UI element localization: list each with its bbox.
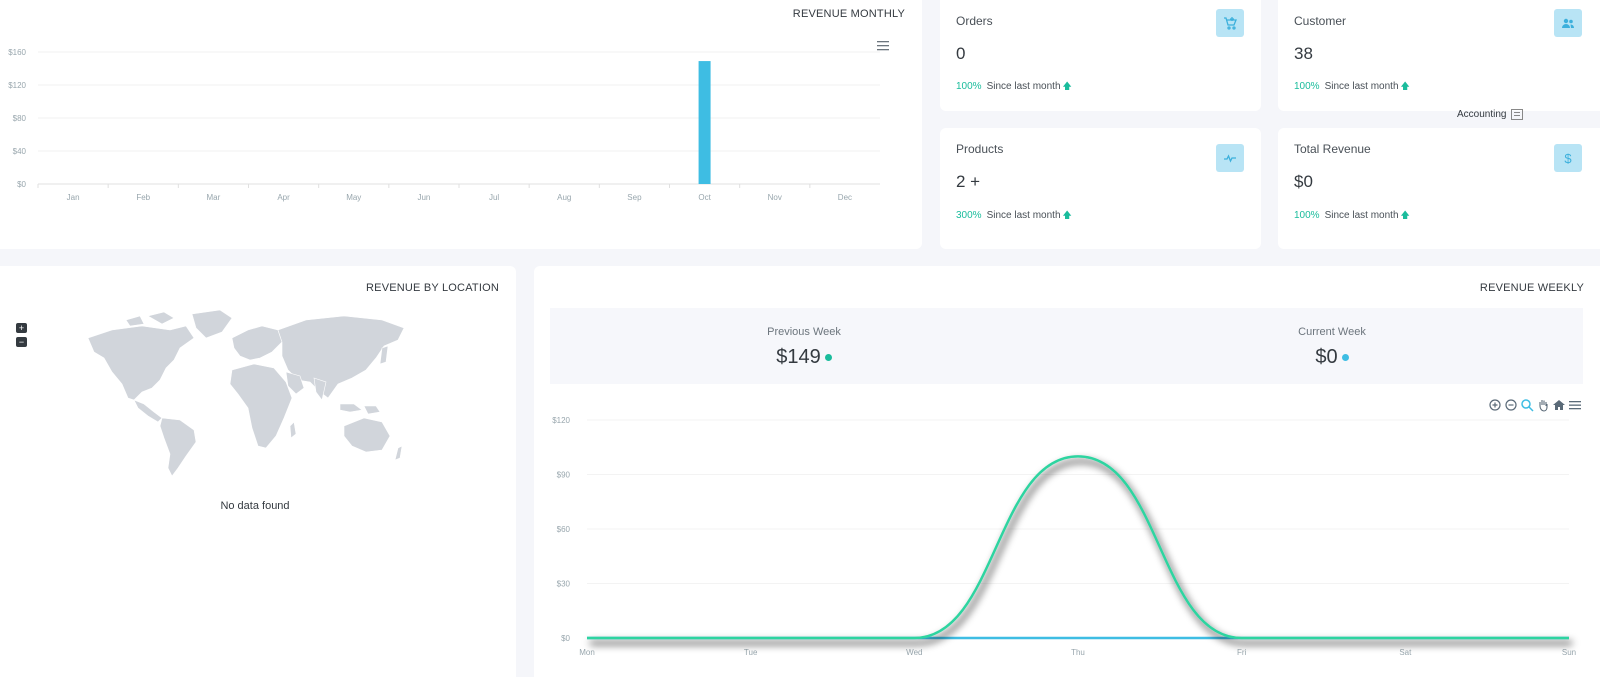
world-map — [87, 309, 405, 477]
revenue-monthly-chart: $0 $40 $80 $120 $160 Jan Feb Mar Apr May Jun Jul Aug… — [8, 48, 880, 202]
cart-icon — [1216, 9, 1244, 37]
y-tick-label: $120 — [8, 81, 26, 90]
x-tick-label: Jul — [489, 193, 499, 202]
revenue-pct: 100% — [1294, 210, 1320, 221]
pan-icon[interactable] — [1536, 398, 1550, 412]
previous-week-amount: $149 — [776, 346, 821, 368]
total-revenue-card: Total Revenue $0 100% Since last month 🡅 $ — [1278, 128, 1600, 249]
y-tick-label: $80 — [13, 114, 27, 123]
previous-week-label: Previous Week — [767, 326, 841, 338]
map-zoom-out-button[interactable]: − — [16, 337, 27, 347]
orders-since: Since last month — [986, 81, 1061, 92]
revenue-weekly-card: REVENUE WEEKLY Previous Week $149 Curren… — [534, 266, 1600, 677]
x-tick-label: Nov — [768, 193, 782, 202]
products-card: Products 2 + 300% Since last month 🡅 — [940, 128, 1261, 249]
arrow-up-icon: 🡅 — [1062, 210, 1072, 220]
orders-pct: 100% — [956, 81, 982, 92]
current-week-amount: $0 — [1315, 346, 1338, 368]
x-tick-label: Mar — [207, 193, 221, 202]
revenue-monthly-card: REVENUE MONTHLY $0 $40 $80 $120 $160 Jan Feb Ma… — [0, 0, 922, 249]
chart-toolbar — [1488, 398, 1582, 412]
chart-menu-icon[interactable] — [877, 38, 889, 51]
x-tick-label: Feb — [136, 193, 150, 202]
accounting-icon — [1511, 109, 1524, 120]
y-tick-label: $90 — [557, 471, 571, 480]
customer-value: 38 — [1294, 44, 1313, 63]
menu-icon[interactable] — [1568, 398, 1582, 412]
y-tick-label: $160 — [8, 48, 26, 57]
y-tick-label: $30 — [557, 580, 571, 589]
revenue-weekly-title: REVENUE WEEKLY — [1479, 282, 1584, 294]
revenue-since: Since last month — [1324, 210, 1399, 221]
arrow-up-icon: 🡅 — [1400, 210, 1410, 220]
x-tick-label: Apr — [277, 193, 290, 202]
previous-week-value: $149 — [704, 346, 904, 369]
bar-oct — [698, 61, 711, 184]
accounting-label: Accounting — [1457, 109, 1507, 121]
revenue-location-title: REVENUE BY LOCATION — [366, 282, 499, 294]
y-tick-label: $0 — [561, 634, 570, 643]
orders-value: 0 — [956, 44, 966, 63]
x-tick-label: Oct — [698, 193, 711, 202]
current-week-label: Current Week — [1298, 326, 1366, 338]
orders-label: Orders — [956, 14, 993, 28]
orders-card: Orders 0 100% Since last month 🡅 — [940, 0, 1261, 111]
x-tick-label: Sun — [1562, 648, 1576, 656]
revenue-monthly-title: REVENUE MONTHLY — [792, 8, 905, 20]
revenue-weekly-chart: $0 $30 $60 $90 $120 Mon Tue Wed Thu Fri Sat Sun — [552, 416, 1576, 656]
x-tick-label: Sep — [627, 193, 642, 202]
customer-pct: 100% — [1294, 81, 1320, 92]
series-line-0 — [587, 455, 1569, 640]
products-value: 2 + — [956, 172, 981, 191]
revenue-location-card: REVENUE BY LOCATION + − — [0, 266, 516, 677]
x-tick-label: Sat — [1399, 648, 1412, 656]
revenue-value: $0 — [1294, 172, 1313, 191]
products-pct: 300% — [956, 210, 982, 221]
revenue-label: Total Revenue — [1294, 142, 1371, 156]
x-tick-label: Jan — [67, 193, 80, 202]
x-tick-label: Mon — [579, 648, 595, 656]
previous-week-dot — [824, 354, 832, 362]
y-tick-label: $120 — [552, 416, 570, 425]
products-since: Since last month — [986, 210, 1061, 221]
y-tick-label: $0 — [17, 180, 26, 189]
pulse-icon — [1216, 144, 1244, 172]
x-tick-label: Aug — [557, 193, 571, 202]
zoom-in-icon[interactable] — [1488, 398, 1502, 412]
map-empty-message: No data found — [220, 500, 290, 512]
dollar-icon: $ — [1554, 144, 1582, 172]
selection-zoom-icon[interactable] — [1520, 398, 1534, 412]
customer-since: Since last month — [1324, 81, 1399, 92]
current-week-dot — [1341, 354, 1349, 362]
customer-card: Customer 38 100% Since last month 🡅 — [1278, 0, 1600, 111]
x-tick-label: May — [346, 193, 361, 202]
revenue-footer: 100% Since last month 🡅 — [1294, 208, 1410, 224]
arrow-up-icon: 🡅 — [1062, 81, 1072, 91]
map-zoom-in-button[interactable]: + — [16, 323, 27, 333]
x-tick-label: Fri — [1237, 648, 1247, 656]
x-tick-label: Jun — [417, 193, 430, 202]
x-tick-label: Wed — [906, 648, 922, 656]
week-summary: Previous Week $149 Current Week $0 — [550, 308, 1583, 384]
products-label: Products — [956, 142, 1004, 156]
customer-footer: 100% Since last month 🡅 — [1294, 79, 1410, 95]
zoom-out-icon[interactable] — [1504, 398, 1518, 412]
x-tick-label: Dec — [838, 193, 852, 202]
x-tick-label: Thu — [1071, 648, 1085, 656]
customer-label: Customer — [1294, 14, 1347, 28]
arrow-up-icon: 🡅 — [1400, 81, 1410, 91]
users-icon — [1554, 9, 1582, 37]
accounting-link[interactable]: Accounting — [1457, 109, 1524, 121]
home-icon[interactable] — [1552, 398, 1566, 412]
current-week-value: $0 — [1232, 346, 1432, 369]
x-tick-label: Tue — [744, 648, 758, 656]
y-tick-label: $60 — [557, 525, 571, 534]
orders-footer: 100% Since last month 🡅 — [956, 79, 1072, 95]
y-tick-label: $40 — [13, 147, 27, 156]
products-footer: 300% Since last month 🡅 — [956, 208, 1072, 224]
